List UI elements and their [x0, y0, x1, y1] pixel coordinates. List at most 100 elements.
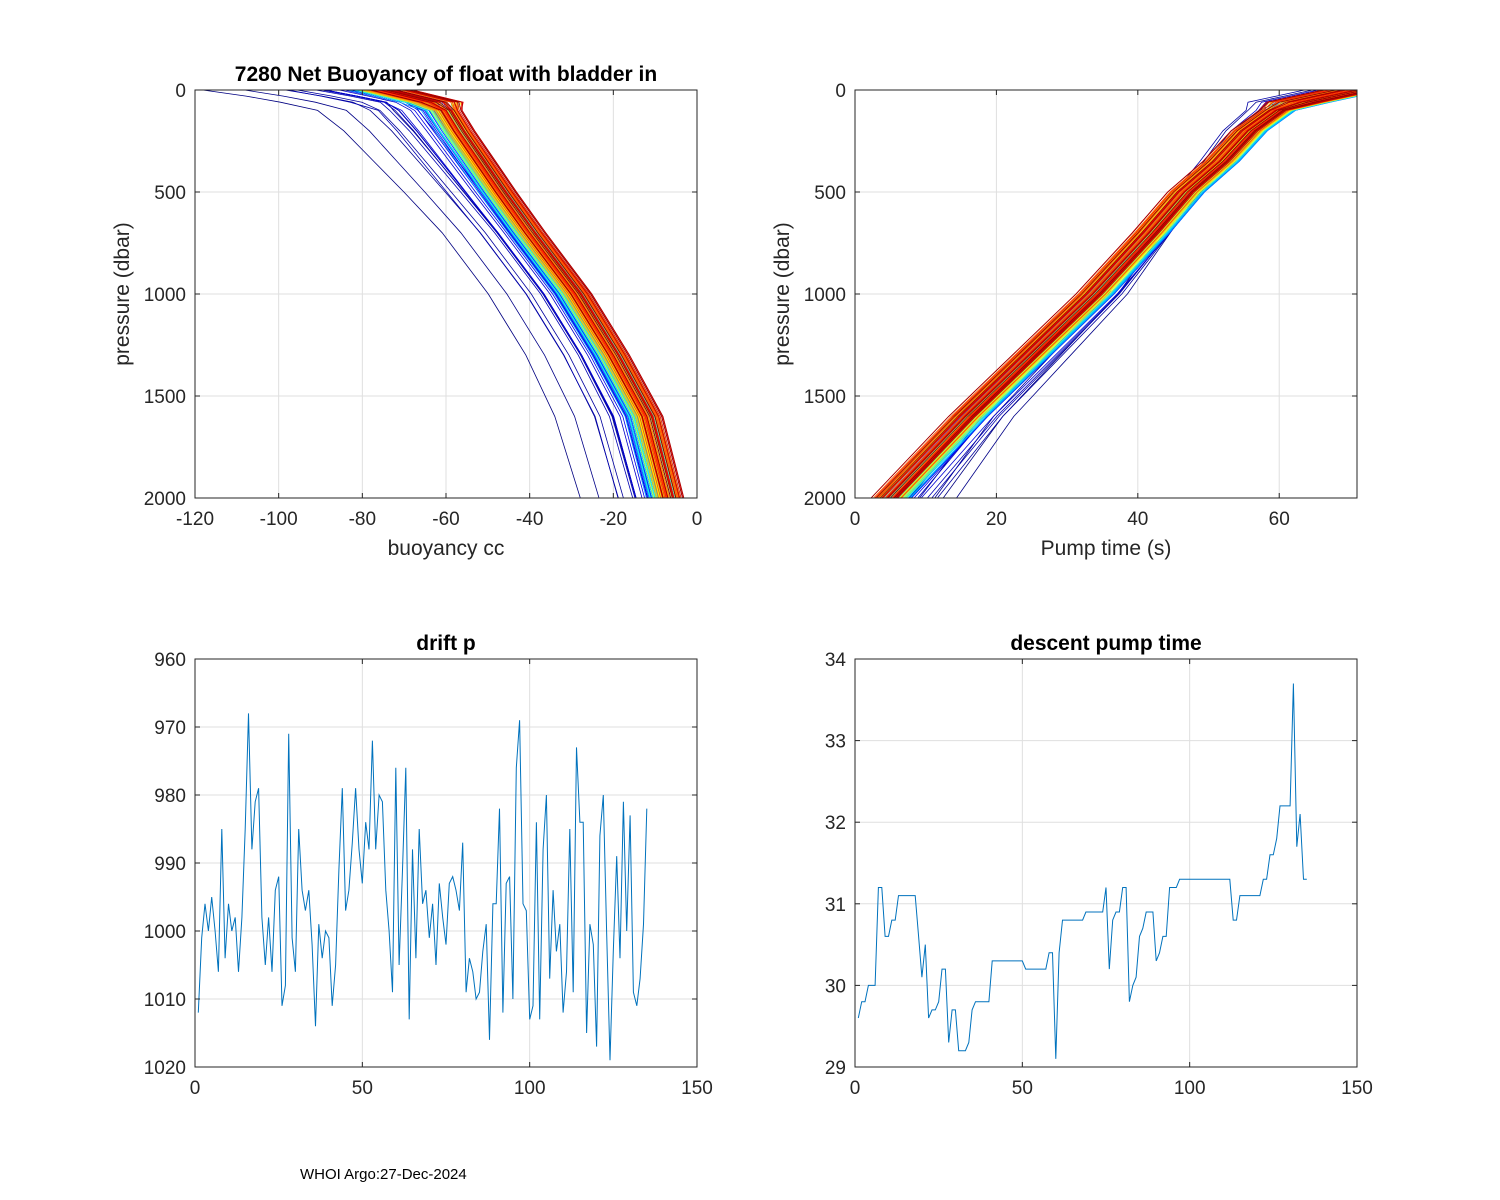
x-tick-label: 50	[1012, 1078, 1033, 1099]
profile-line	[400, 90, 677, 498]
y-tick-label: 32	[825, 813, 846, 834]
y-tick-label: 1000	[804, 285, 846, 306]
x-tick-label: 0	[850, 509, 861, 530]
y-tick-label: 33	[825, 732, 846, 753]
y-tick-label: 34	[825, 650, 847, 671]
y-tick-label: 31	[825, 895, 846, 916]
x-axis-label: buoyancy cc	[388, 537, 505, 560]
profile-line	[385, 90, 672, 498]
y-tick-label: 29	[825, 1058, 846, 1079]
profile-line	[404, 90, 681, 498]
y-tick-label: 1000	[144, 922, 186, 943]
y-tick-label: 0	[835, 81, 846, 102]
x-tick-label: 50	[352, 1078, 373, 1099]
chart-buoyancy: -120 -100 -80 -60 -40 -20 0 0 500 1000 1500 2000 728…	[111, 63, 702, 560]
y-tick-label: 1020	[144, 1058, 186, 1079]
y-tick-label: 30	[825, 976, 846, 997]
profile-line	[412, 90, 685, 498]
profile-line	[339, 90, 643, 498]
y-tick-label: 500	[154, 183, 186, 204]
profile-line	[367, 90, 661, 498]
profile-line	[360, 90, 657, 498]
x-axis-label: Pump time (s)	[1041, 537, 1172, 560]
series-line	[857, 683, 1307, 1059]
y-tick-label: 2000	[804, 489, 846, 510]
x-tick-label: 20	[986, 509, 1007, 530]
profile-line	[379, 90, 669, 498]
profile-line	[876, 90, 1336, 498]
profile-line	[297, 90, 624, 498]
y-tick-label: 500	[814, 183, 846, 204]
y-tick-label: 990	[154, 854, 186, 875]
series-group	[197, 713, 648, 1061]
y-axis-label: pressure (dbar)	[771, 222, 794, 366]
profile-line	[881, 90, 1347, 498]
plot-area	[855, 659, 1357, 1067]
y-tick-label: 960	[154, 650, 186, 671]
profile-line	[897, 94, 1357, 498]
chart-descentpump: 0 50 100 150 29 30 31 32 33 34 descent pump time	[825, 632, 1373, 1099]
y-tick-label: 1500	[804, 387, 846, 408]
y-tick-label: 970	[154, 718, 186, 739]
profile-line	[358, 90, 655, 498]
profile-line	[900, 94, 1357, 498]
y-tick-label: 1010	[144, 990, 186, 1011]
series-group	[870, 90, 1357, 498]
x-tick-label: -40	[516, 509, 543, 530]
y-axis-label: pressure (dbar)	[111, 222, 134, 366]
y-tick-label: 1500	[144, 387, 186, 408]
y-tick-label: 1000	[144, 285, 186, 306]
series-group	[857, 683, 1307, 1059]
x-tick-label: -20	[600, 509, 627, 530]
profile-line	[890, 91, 1357, 498]
series-group	[202, 90, 685, 498]
profile-line	[370, 90, 664, 498]
chart-title: 7280 Net Buoyancy of float with bladder …	[235, 63, 657, 86]
profile-line	[893, 92, 1357, 498]
x-tick-label: 0	[850, 1078, 861, 1099]
x-tick-label: 150	[681, 1078, 713, 1099]
profile-line	[408, 90, 683, 498]
x-tick-label: 150	[1341, 1078, 1373, 1099]
x-tick-label: -80	[349, 509, 376, 530]
x-tick-label: 0	[190, 1078, 201, 1099]
profile-line	[287, 90, 619, 498]
y-tick-label: 2000	[144, 489, 186, 510]
profile-line	[315, 90, 634, 498]
profile-line	[879, 90, 1343, 498]
profile-line	[377, 90, 667, 498]
x-tick-label: -100	[260, 509, 298, 530]
x-tick-label: 40	[1127, 509, 1148, 530]
series-line	[197, 713, 648, 1061]
profile-line	[870, 90, 1325, 498]
x-tick-label: -60	[432, 509, 459, 530]
axes-box	[854, 658, 1358, 1068]
chart-pumptime: 0 20 40 60 0 500 1000 1500 2000 Pump time (s) pres…	[771, 81, 1358, 560]
profile-line	[244, 90, 600, 498]
profile-line	[363, 90, 658, 498]
x-tick-label: 100	[514, 1078, 546, 1099]
profile-line	[887, 90, 1357, 498]
y-tick-label: 980	[154, 786, 186, 807]
chart-title: drift p	[416, 632, 475, 655]
y-tick-label: 0	[175, 81, 186, 102]
profile-line	[365, 90, 660, 498]
profile-line	[395, 90, 677, 498]
profile-line	[892, 91, 1357, 498]
chart-driftp: 0 50 100 150 960 970 980 990 1000 1010 1020 drift p	[144, 632, 713, 1099]
profile-line	[388, 90, 673, 498]
profile-line	[391, 90, 674, 498]
profile-line	[347, 90, 647, 498]
profile-line	[353, 90, 651, 498]
x-tick-label: -120	[176, 509, 214, 530]
profile-line	[874, 90, 1330, 498]
profile-line	[895, 93, 1357, 498]
x-tick-label: 100	[1174, 1078, 1206, 1099]
x-tick-label: 0	[692, 509, 703, 530]
chart-title: descent pump time	[1010, 632, 1201, 655]
profile-line	[885, 90, 1351, 498]
profile-line	[886, 90, 1356, 498]
footer-text: WHOI Argo:27-Dec-2024	[300, 1166, 467, 1183]
profile-line	[325, 90, 637, 498]
